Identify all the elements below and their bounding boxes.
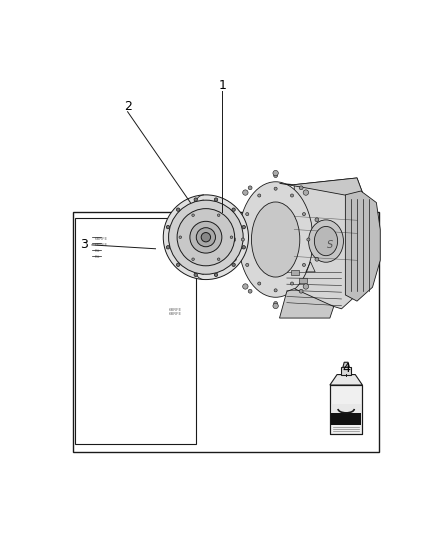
Text: 68RFE
68RFE: 68RFE 68RFE [168, 308, 181, 316]
Text: 4: 4 [342, 361, 350, 375]
Ellipse shape [233, 257, 236, 261]
Text: 1: 1 [218, 79, 226, 92]
Bar [341, 367, 351, 375]
Ellipse shape [242, 225, 245, 229]
Ellipse shape [230, 236, 233, 238]
Polygon shape [294, 178, 369, 309]
Text: S: S [327, 240, 333, 250]
Ellipse shape [248, 186, 252, 190]
Ellipse shape [192, 258, 194, 261]
Ellipse shape [233, 218, 236, 222]
Ellipse shape [169, 200, 243, 274]
Ellipse shape [166, 225, 170, 229]
Polygon shape [330, 375, 362, 385]
Ellipse shape [194, 273, 198, 277]
Ellipse shape [177, 208, 180, 212]
Polygon shape [330, 385, 362, 434]
Bar [331, 403, 361, 413]
Ellipse shape [248, 289, 252, 293]
Ellipse shape [217, 214, 220, 216]
Ellipse shape [243, 284, 248, 289]
Ellipse shape [246, 263, 249, 266]
Ellipse shape [251, 202, 300, 277]
Bar [331, 413, 361, 425]
Polygon shape [279, 178, 365, 199]
Ellipse shape [302, 213, 306, 216]
Ellipse shape [242, 246, 245, 249]
Ellipse shape [192, 214, 194, 216]
Bar [291, 270, 299, 275]
Ellipse shape [214, 198, 218, 201]
Text: 68RFE: 68RFE [95, 237, 108, 241]
Ellipse shape [274, 187, 277, 190]
Ellipse shape [232, 208, 235, 212]
Ellipse shape [258, 194, 261, 197]
Text: 3: 3 [80, 238, 88, 252]
Bar [75, 218, 196, 443]
Ellipse shape [316, 237, 321, 242]
Ellipse shape [273, 303, 278, 309]
Ellipse shape [238, 182, 313, 297]
Ellipse shape [177, 263, 180, 266]
Text: 68RFE: 68RFE [95, 243, 108, 247]
Ellipse shape [307, 238, 310, 241]
Text: Kit: Kit [95, 249, 100, 253]
Ellipse shape [315, 257, 319, 261]
Polygon shape [279, 288, 334, 318]
Ellipse shape [314, 227, 338, 256]
Ellipse shape [194, 198, 198, 201]
Ellipse shape [217, 258, 220, 261]
Ellipse shape [290, 194, 293, 197]
Bar [74, 212, 379, 452]
Ellipse shape [303, 190, 309, 195]
Ellipse shape [290, 282, 293, 285]
Ellipse shape [230, 237, 236, 242]
Ellipse shape [177, 208, 235, 266]
Polygon shape [346, 191, 380, 301]
Text: Kit: Kit [95, 255, 100, 259]
Ellipse shape [241, 238, 244, 241]
Polygon shape [343, 362, 350, 367]
Ellipse shape [246, 213, 249, 216]
Ellipse shape [308, 220, 343, 262]
Ellipse shape [258, 282, 261, 285]
Ellipse shape [299, 186, 303, 190]
Ellipse shape [214, 273, 218, 277]
Ellipse shape [303, 284, 309, 289]
Ellipse shape [299, 289, 303, 293]
Ellipse shape [179, 236, 182, 238]
Ellipse shape [201, 232, 211, 242]
Ellipse shape [190, 221, 222, 253]
Text: 2: 2 [124, 100, 131, 113]
Ellipse shape [302, 263, 306, 266]
Ellipse shape [243, 190, 248, 195]
Ellipse shape [274, 302, 278, 305]
Ellipse shape [273, 171, 278, 176]
Ellipse shape [166, 246, 170, 249]
Ellipse shape [274, 289, 277, 292]
Ellipse shape [274, 174, 278, 177]
Ellipse shape [163, 195, 248, 280]
Ellipse shape [315, 218, 319, 222]
Bar [299, 278, 307, 282]
Ellipse shape [196, 228, 215, 247]
Ellipse shape [232, 263, 235, 266]
